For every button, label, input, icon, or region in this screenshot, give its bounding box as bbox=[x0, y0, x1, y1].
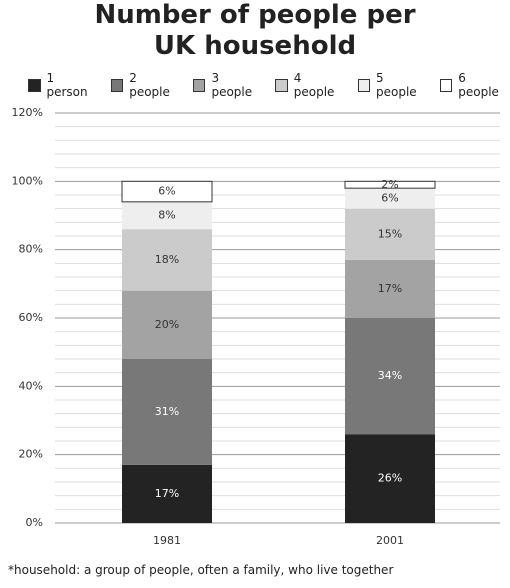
bar-segment bbox=[122, 464, 212, 523]
bar-segment bbox=[122, 229, 212, 291]
value-label: 34% bbox=[378, 369, 402, 382]
legend-item: 3 people bbox=[192, 71, 261, 99]
bar-segment bbox=[345, 208, 435, 260]
value-label: 17% bbox=[155, 487, 179, 500]
legend-swatch bbox=[110, 78, 124, 92]
legend-label: 5 people bbox=[376, 71, 417, 99]
value-label: 15% bbox=[378, 227, 402, 240]
chart-title: Number of people per UK household bbox=[94, 0, 416, 61]
legend-label: 2 people bbox=[129, 71, 170, 99]
y-tick-label: 100% bbox=[12, 174, 43, 187]
bar-segment bbox=[122, 201, 212, 230]
legend-item: 6 people bbox=[439, 71, 508, 99]
value-label: 6% bbox=[158, 185, 175, 198]
legend-label: 1 person bbox=[46, 71, 88, 99]
y-tick-label: 60% bbox=[19, 311, 43, 324]
legend-item: 1 person bbox=[28, 71, 97, 99]
legend-swatch bbox=[192, 78, 206, 92]
legend-swatch bbox=[275, 78, 288, 92]
y-tick-label: 40% bbox=[19, 379, 43, 392]
legend-label: 6 people bbox=[458, 71, 499, 99]
legend-swatch bbox=[357, 78, 370, 92]
y-tick-label: 0% bbox=[26, 516, 43, 529]
bar-segment bbox=[344, 180, 436, 189]
legend-swatch bbox=[28, 78, 41, 92]
bar-segment bbox=[122, 359, 212, 465]
legend-swatch bbox=[439, 78, 453, 92]
value-label: 8% bbox=[158, 209, 175, 222]
bar-segment bbox=[345, 188, 435, 209]
x-tick-label: 2001 bbox=[376, 534, 404, 547]
value-label: 31% bbox=[155, 405, 179, 418]
legend-label: 4 people bbox=[293, 71, 335, 99]
bar-segment bbox=[345, 434, 435, 523]
y-tick-label: 120% bbox=[12, 106, 43, 119]
footnote: *household: a group of people, often a f… bbox=[8, 563, 394, 577]
legend-item: 5 people bbox=[357, 71, 426, 99]
value-label: 2% bbox=[381, 178, 398, 191]
legend: 1 person 2 people 3 people 4 people 5 people… bbox=[28, 71, 508, 99]
y-tick-label: 80% bbox=[19, 243, 43, 256]
x-tick-label: 1981 bbox=[153, 534, 181, 547]
legend-label: 3 people bbox=[211, 71, 253, 99]
bar-segment bbox=[122, 290, 212, 359]
value-label: 26% bbox=[378, 472, 402, 485]
bar-segment bbox=[345, 259, 435, 318]
value-label: 20% bbox=[155, 318, 179, 331]
y-tick-label: 20% bbox=[19, 448, 43, 461]
legend-item: 4 people bbox=[275, 71, 343, 99]
value-label: 18% bbox=[155, 253, 179, 266]
bar-segment bbox=[345, 318, 435, 435]
legend-item: 2 people bbox=[110, 71, 179, 99]
bar-segment bbox=[121, 180, 213, 203]
value-label: 17% bbox=[378, 282, 402, 295]
value-label: 6% bbox=[381, 191, 398, 204]
